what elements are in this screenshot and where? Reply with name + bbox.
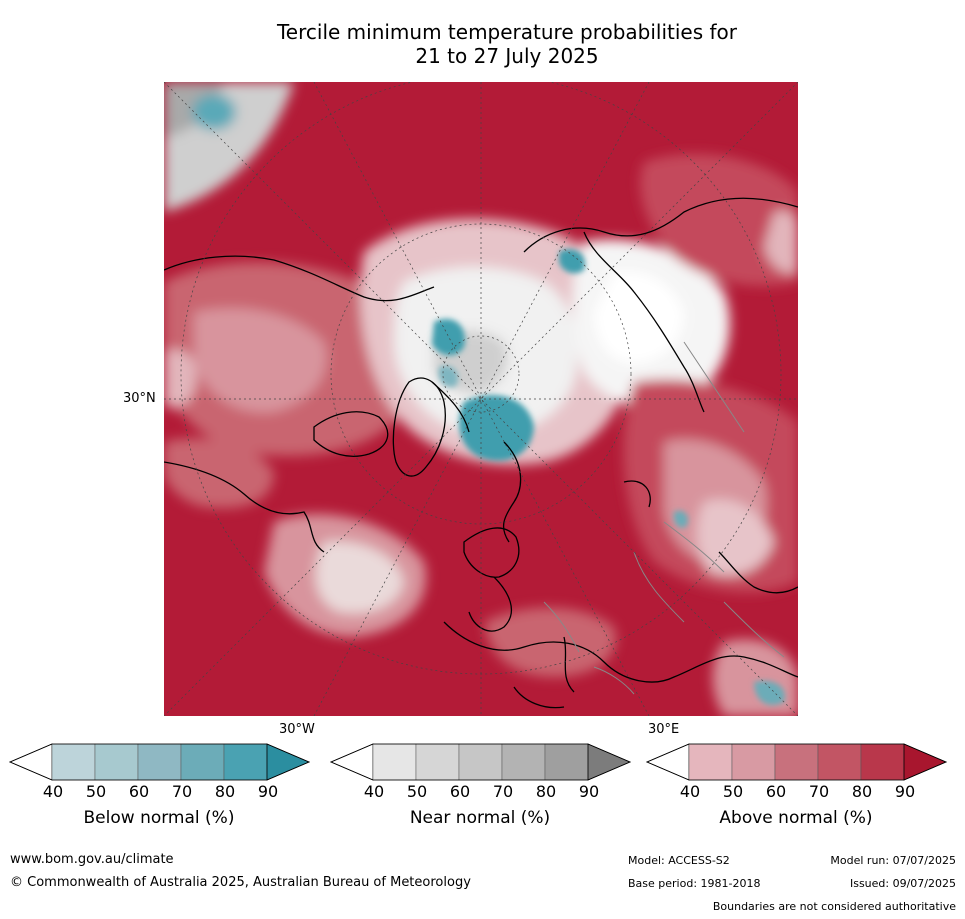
colorbar-segment [501, 743, 546, 781]
title-line-1: Tercile minimum temperature probabilitie… [276, 20, 738, 44]
colorbar-near-normal [329, 743, 632, 781]
colorbar-below-normal [8, 743, 311, 781]
colorbar-extend-high [266, 743, 311, 781]
colorbar-segment [415, 743, 460, 781]
colorbar-segment [544, 743, 589, 781]
colorbar-outline [8, 743, 311, 781]
colorbar-segment [51, 743, 96, 781]
lat-label-30n: 30°N [123, 391, 156, 406]
tick: 40 [363, 782, 385, 801]
tick: 50 [722, 782, 744, 801]
colorbar-segment [223, 743, 268, 781]
colorbar-segment [774, 743, 819, 781]
tick: 40 [42, 782, 64, 801]
tick: 90 [578, 782, 600, 801]
colorbar-above-svg [645, 743, 948, 781]
tick: 50 [85, 782, 107, 801]
colorbar-extend-low [329, 743, 374, 781]
disclaimer-text: Boundaries are not considered authoritat… [712, 900, 956, 913]
tick: 80 [535, 782, 557, 801]
tick: 60 [128, 782, 150, 801]
colorbar-outline [645, 743, 948, 781]
colorbar-segment [180, 743, 225, 781]
colorbar-above-title: Above normal (%) [719, 808, 873, 828]
colorbar-extend-high [903, 743, 948, 781]
colorbar-above-ticks: 40 50 60 70 80 90 [646, 782, 946, 802]
colorbar-near-title: Near normal (%) [409, 808, 551, 828]
colorbar-near-ticks: 40 50 60 70 80 90 [330, 782, 630, 802]
map-svg [164, 82, 798, 716]
tick: 70 [808, 782, 830, 801]
tick: 60 [449, 782, 471, 801]
tick: 70 [492, 782, 514, 801]
issued-text: Issued: 09/07/2025 [849, 877, 956, 890]
model-run-text: Model run: 07/07/2025 [830, 854, 956, 867]
chart-title: Tercile minimum temperature probabilitie… [0, 20, 965, 68]
tick: 80 [851, 782, 873, 801]
colorbar-below-title: Below normal (%) [83, 808, 235, 828]
colorbar-outline [329, 743, 632, 781]
colorbar-segment [731, 743, 776, 781]
colorbar-below-ticks: 40 50 60 70 80 90 [9, 782, 309, 802]
colorbar-near-svg [329, 743, 632, 781]
colorbar-segment [458, 743, 503, 781]
colorbar-segment [860, 743, 905, 781]
colorbar-extend-low [8, 743, 53, 781]
lon-label-30e: 30°E [648, 722, 680, 737]
tick: 60 [765, 782, 787, 801]
website-link[interactable]: www.bom.gov.au/climate [10, 852, 174, 867]
title-line-2: 21 to 27 July 2025 [415, 44, 599, 68]
colorbar-below-svg [8, 743, 311, 781]
copyright-text: © Commonwealth of Australia 2025, Austra… [10, 875, 471, 890]
probability-map [164, 82, 798, 716]
colorbar-segment [817, 743, 862, 781]
colorbar-segment [137, 743, 182, 781]
colorbar-above-normal [645, 743, 948, 781]
colorbar-segment [372, 743, 417, 781]
coastlines [164, 197, 798, 709]
tick: 90 [257, 782, 279, 801]
country-borders [543, 341, 785, 695]
model-text: Model: ACCESS-S2 [628, 854, 730, 867]
colorbar-segment [688, 743, 733, 781]
colorbar-segment [94, 743, 139, 781]
lon-label-30w: 30°W [279, 722, 315, 737]
tick: 70 [171, 782, 193, 801]
tick: 90 [894, 782, 916, 801]
tick: 40 [679, 782, 701, 801]
base-period-text: Base period: 1981-2018 [628, 877, 761, 890]
colorbar-extend-low [645, 743, 690, 781]
graticule [164, 82, 798, 716]
colorbar-extend-high [587, 743, 632, 781]
tick: 50 [406, 782, 428, 801]
tick: 80 [214, 782, 236, 801]
probability-field [164, 82, 798, 716]
